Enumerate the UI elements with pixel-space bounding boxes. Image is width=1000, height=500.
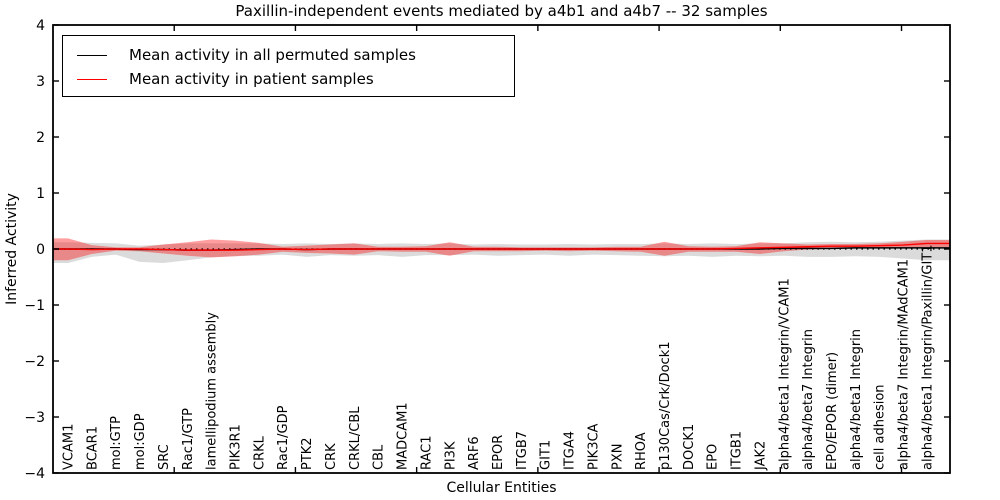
x-tick-label: BCAR1 (85, 426, 100, 470)
x-tick-label: cell adhesion (873, 384, 888, 470)
x-tick-label: EPO (706, 444, 721, 470)
y-tick-label: −1 (24, 298, 45, 314)
y-tick-label: 0 (36, 242, 45, 258)
y-tick-label: 3 (36, 74, 45, 90)
x-tick-label: mol:GDP (133, 413, 148, 470)
x-tick-label: lamellipodium assembly (205, 312, 220, 470)
x-tick-label: GIT1 (539, 440, 554, 470)
legend-entry-patient: Mean activity in patient samples (63, 67, 514, 91)
x-tick-label: ITGA4 (563, 431, 578, 470)
axes-group: VCAM1 BCAR1 mol:GTP mol:GDP SRC Rac1/GTP lamel… (24, 18, 951, 482)
x-tick-label: PIK3R1 (229, 424, 244, 470)
permuted-range-band (53, 239, 950, 263)
x-tick-label: SRC (157, 444, 172, 470)
legend-label-patient: Mean activity in patient samples (129, 70, 374, 88)
y-tick-label: −4 (24, 466, 45, 482)
x-tick-label: MADCAM1 (396, 402, 411, 470)
patient-mean-line (53, 242, 950, 251)
x-tick-label: Rac1/GDP (276, 405, 291, 470)
x-tick-label: CRKL/CBL (348, 406, 363, 470)
x-tick-label: DOCK1 (682, 424, 697, 470)
x-tick-label: CRKL (252, 435, 267, 470)
y-tick-label: −3 (24, 410, 45, 426)
x-tick-label: EPOR (491, 435, 506, 470)
legend-entry-permuted: Mean activity in all permuted samples (63, 43, 514, 67)
legend-label-permuted: Mean activity in all permuted samples (129, 46, 416, 64)
x-tick-label: alpha4/beta1 Integrin (849, 329, 864, 470)
x-tick-label: CBL (372, 444, 387, 470)
x-tick-label: alpha4/beta7 Integrin/MAdCAM1 (897, 259, 912, 470)
x-tick-label: mol:GTP (109, 416, 124, 470)
chart-title: Paxillin-independent events mediated by … (235, 2, 768, 20)
x-tick-label: RHOA (634, 432, 649, 470)
x-tick-label: JAK2 (753, 441, 768, 471)
x-tick-label: ITGB7 (515, 431, 530, 470)
x-tick-label: alpha4/beta1 Integrin/VCAM1 (777, 278, 792, 470)
y-tick-label: 4 (36, 18, 45, 34)
x-tick-label: PXN (610, 444, 625, 470)
legend: Mean activity in all permuted samples Me… (62, 35, 515, 97)
x-tick-label: PI3K (443, 441, 458, 470)
x-tick-label: ITGB1 (730, 431, 745, 470)
x-tick-label: alpha4/beta1 Integrin/Paxillin/GIT1 (920, 244, 935, 470)
x-tick-label: EPO/EPOR (dimer) (825, 352, 840, 470)
y-axis-label: Inferred Activity (4, 193, 20, 305)
x-tick-label: CRK (324, 443, 339, 470)
x-tick-label: RAC1 (419, 435, 434, 470)
x-tick-label: PIK3CA (586, 423, 601, 470)
x-tick-label: p130Cas/Crk/Dock1 (658, 341, 673, 470)
permuted-line-swatch (77, 54, 107, 56)
x-tick-label: alpha4/beta7 Integrin (801, 329, 816, 470)
x-tick-label: PTK2 (300, 437, 315, 470)
x-tick-label: VCAM1 (62, 424, 77, 470)
y-tick-label: 2 (36, 130, 45, 146)
y-tick-label: −2 (24, 354, 45, 370)
y-tick-label: 1 (36, 186, 45, 202)
x-axis-label: Cellular Entities (446, 480, 557, 496)
patient-line-swatch (77, 78, 107, 80)
x-tick-label: Rac1/GTP (181, 408, 196, 470)
x-tick-label: ARF6 (467, 436, 482, 470)
